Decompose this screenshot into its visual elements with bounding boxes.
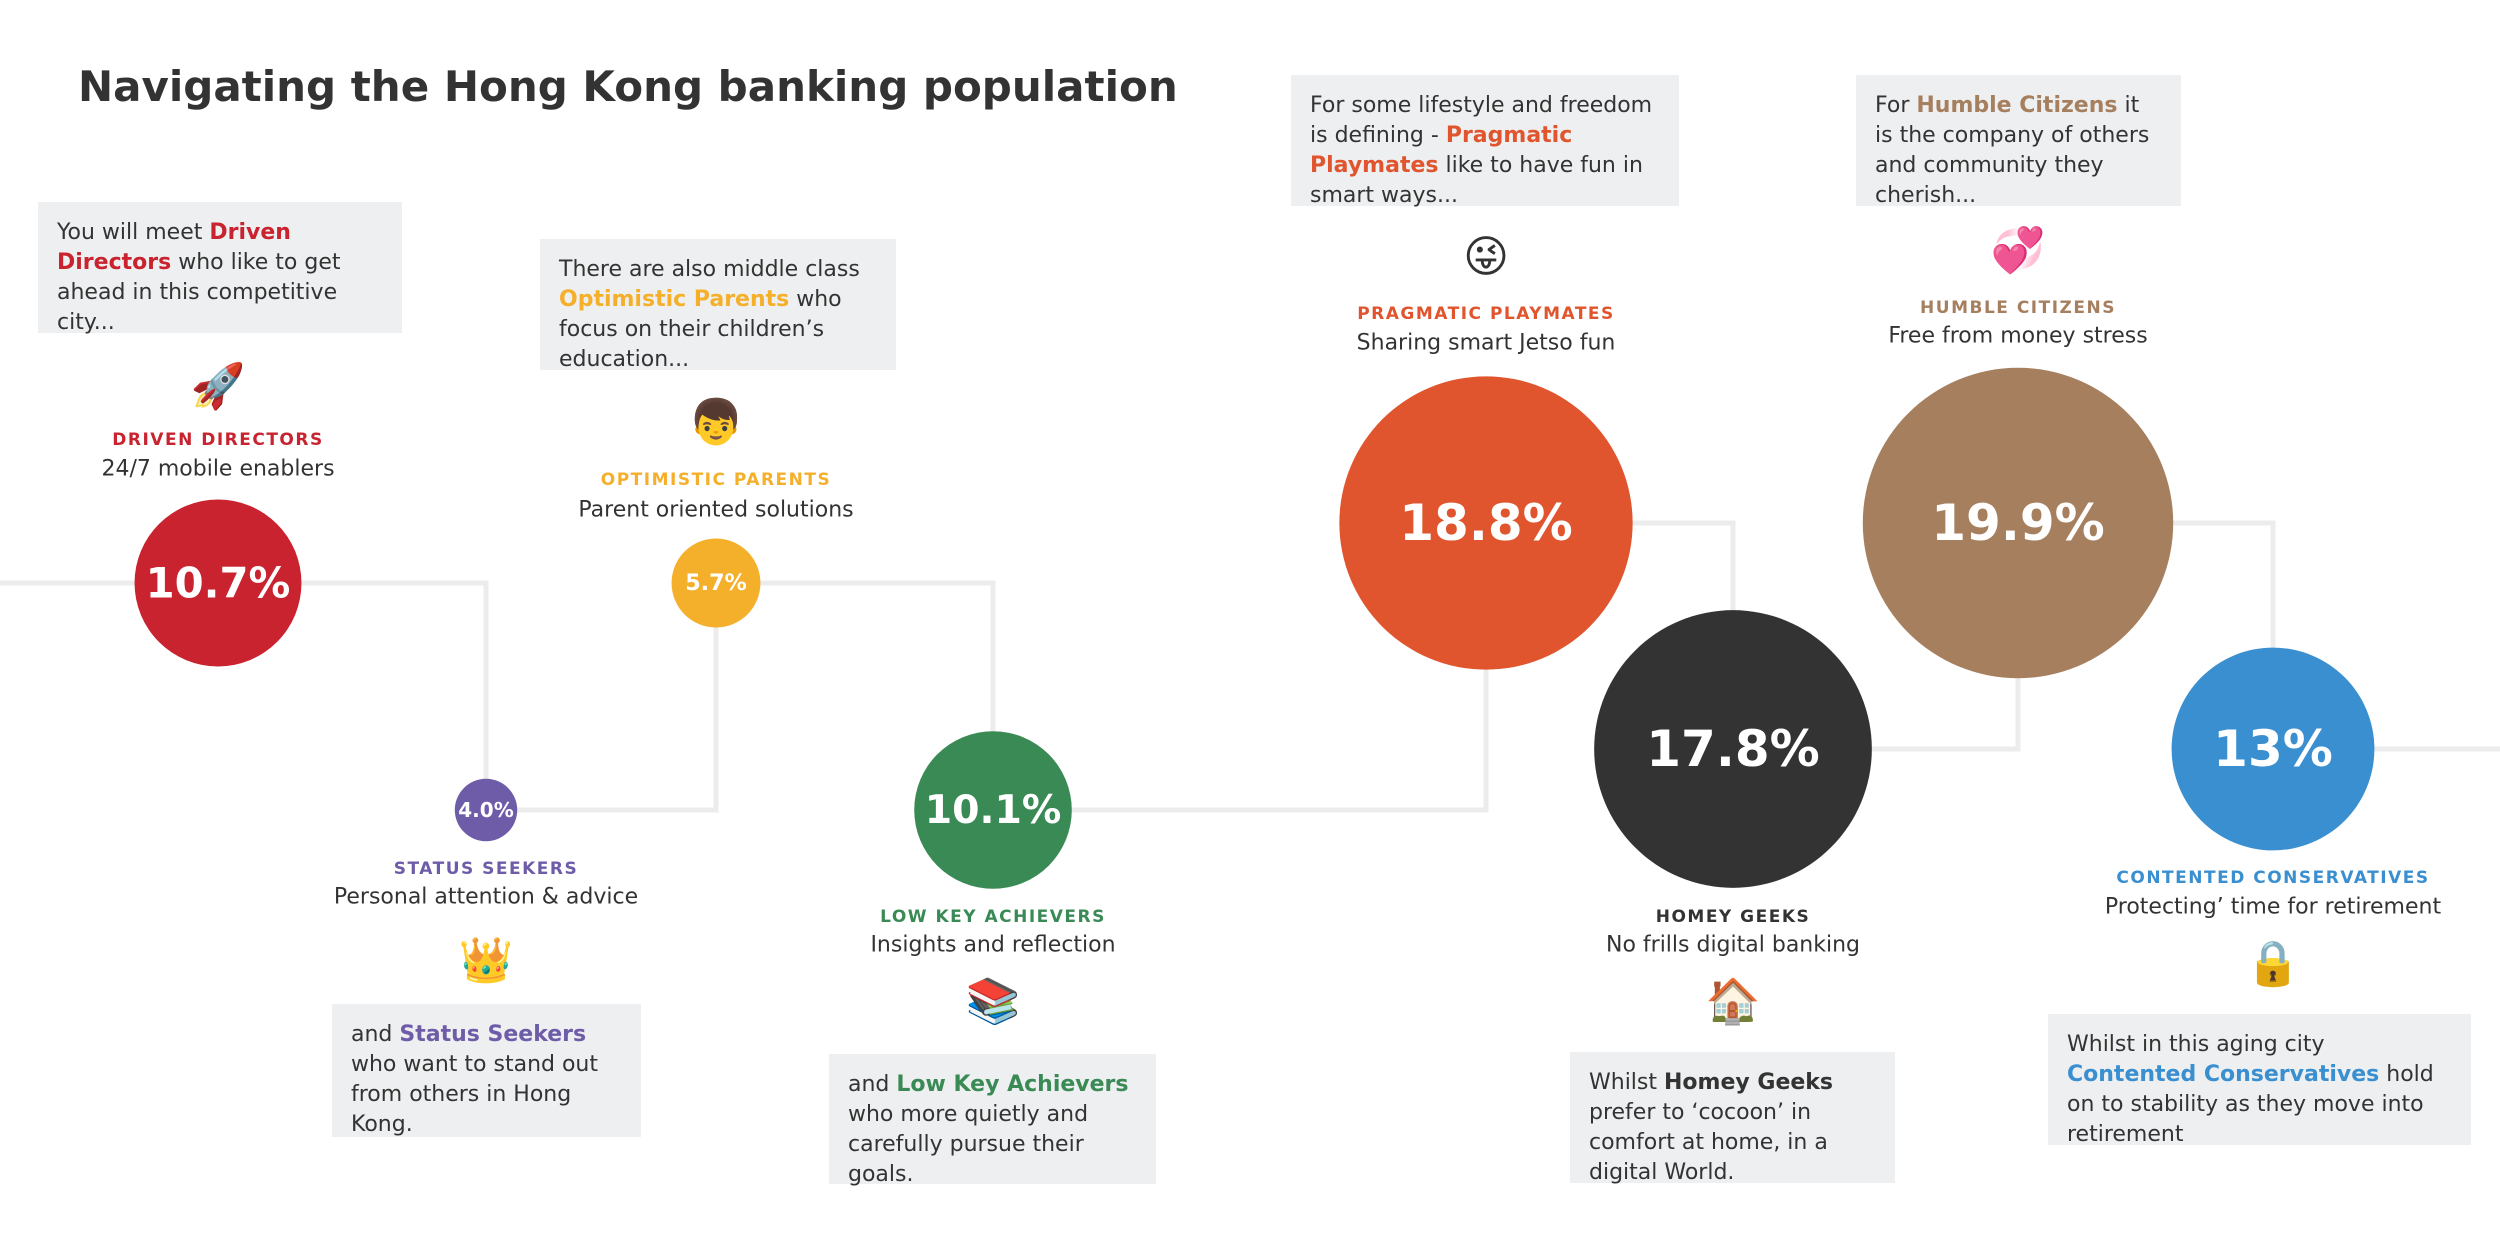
segment-tagline: Personal attention & advice [333, 884, 639, 910]
box-text: who more quietly and carefully pursue th… [848, 1102, 1089, 1187]
box-highlight: Homey Geeks [1664, 1070, 1834, 1095]
segment-share: 17.8% [1646, 720, 1819, 778]
title: Navigating the Hong Kong banking populat… [78, 62, 1178, 111]
box-text: For some lifestyle and freedom is defini… [1310, 93, 1653, 148]
description-box: There are also middle class Optimistic P… [540, 239, 896, 372]
segment-share: 10.1% [925, 787, 1062, 833]
segment-name: DRIVEN DIRECTORS [112, 430, 324, 450]
segment-name: STATUS SEEKERS [393, 859, 579, 879]
box-text: Whilst in this aging city [2067, 1032, 2325, 1057]
box-text: You will meet [57, 220, 210, 245]
box-text: who like to get ahead in this competitiv… [57, 250, 341, 335]
description-box: and Low Key Achievers who more quietly a… [829, 1054, 1156, 1187]
box-text: and [351, 1022, 400, 1047]
box-highlight: Humble Citizens [1916, 93, 2118, 118]
segment-share: 4.0% [458, 798, 513, 822]
segment-share: 10.7% [146, 559, 291, 608]
segment-icon: 👦 [688, 397, 744, 448]
segment-bubble [1339, 376, 1633, 670]
box-highlight: Pragmatic Playmates [1310, 123, 1573, 178]
segment-name: PRAGMATIC PLAYMATES [1357, 304, 1615, 324]
segment-tagline: No frills digital banking [1605, 932, 1861, 958]
segment-name: LOW KEY ACHIEVERS [880, 907, 1106, 927]
description-box: Whilst Homey Geeks prefer to ‘cocoon’ in… [1570, 1052, 1895, 1185]
segment-bubble [1594, 610, 1872, 888]
box-text: prefer to ‘cocoon’ in comfort at home, i… [1589, 1100, 1828, 1185]
box-highlight: Driven Directors [57, 220, 291, 275]
description-box: For some lifestyle and freedom is defini… [1291, 75, 1679, 208]
segment-share: 13% [2213, 720, 2333, 778]
segment-bubble [914, 731, 1072, 889]
segment-icon: 🔒 [2245, 938, 2301, 989]
segment-tagline: Protecting’ time for retirement [2104, 894, 2442, 920]
description-box: and Status Seekers who want to stand out… [332, 1004, 641, 1137]
segment-icon: 📚 [965, 976, 1021, 1027]
segment-icon: 🏠 [1705, 976, 1761, 1027]
box-text: like to have fun in smart ways... [1310, 153, 1643, 208]
segment-name: CONTENTED CONSERVATIVES [2116, 868, 2430, 888]
segment-name: OPTIMISTIC PARENTS [600, 470, 832, 490]
description-box: Whilst in this aging city Contented Cons… [2048, 1014, 2471, 1147]
segment-share: 19.9% [1931, 494, 2104, 552]
box-highlight: Optimistic Parents [559, 287, 790, 312]
segment-tagline: Free from money stress [1888, 323, 2148, 349]
segment-tagline: Parent oriented solutions [578, 497, 854, 523]
segment-icon: 😜 [1463, 231, 1509, 283]
box-text: For [1875, 93, 1917, 118]
segment-icon: 🚀 [190, 361, 246, 412]
box-text: Whilst [1589, 1070, 1665, 1095]
box-text: who focus on their children’s education.… [559, 287, 842, 372]
box-highlight: Status Seekers [399, 1022, 587, 1047]
box-highlight: Low Key Achievers [896, 1072, 1129, 1097]
segment-icon: 👑 [458, 935, 514, 986]
segment-bubble [671, 538, 761, 628]
box-text: hold on to stability as they move into r… [2067, 1062, 2434, 1147]
segment-share: 5.7% [685, 570, 747, 596]
segment-share: 18.8% [1399, 494, 1572, 552]
box-text: and [848, 1072, 897, 1097]
segment-tagline: 24/7 mobile enablers [101, 456, 335, 482]
box-text: who want to stand out from others in Hon… [351, 1052, 599, 1137]
segment-icon: 💞 [1990, 225, 2046, 276]
description-box: For Humble Citizens it is the company of… [1856, 75, 2181, 208]
segment-tagline: Insights and reflection [870, 932, 1116, 958]
segment-name: HUMBLE CITIZENS [1920, 298, 2116, 318]
segment-bubble [1862, 367, 2174, 679]
box-text: it is the company of others and communit… [1875, 93, 2150, 208]
description-box: You will meet Driven Directors who like … [38, 202, 402, 335]
segment-name: HOMEY GEEKS [1655, 907, 1811, 927]
segment-tagline: Sharing smart Jetso fun [1356, 330, 1616, 356]
segment-bubble [2171, 647, 2375, 851]
box-text: There are also middle class [559, 257, 860, 282]
segment-bubble [134, 499, 302, 667]
segment-bubble [454, 778, 518, 842]
box-highlight: Contented Conservatives [2067, 1062, 2380, 1087]
